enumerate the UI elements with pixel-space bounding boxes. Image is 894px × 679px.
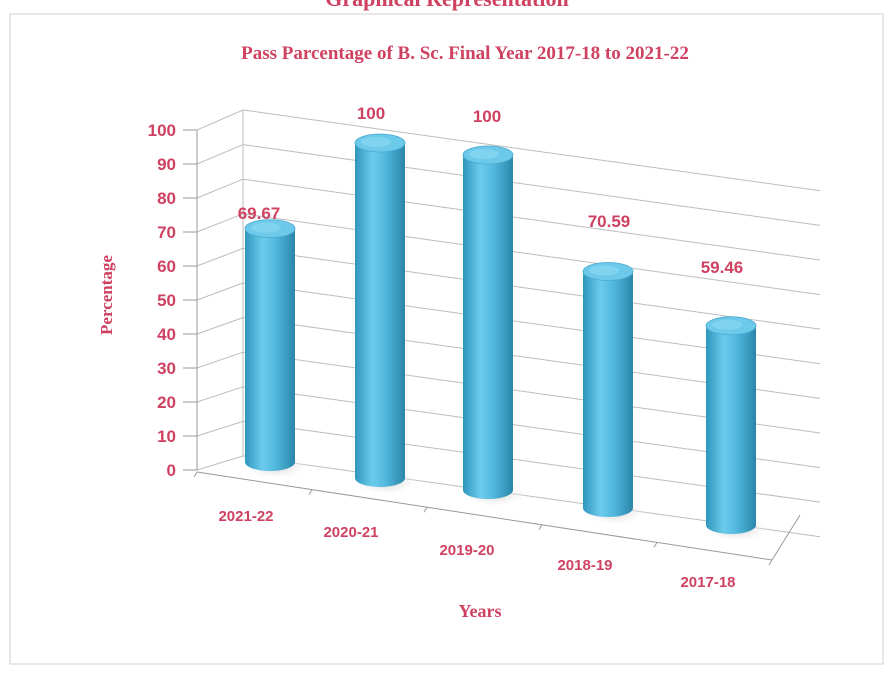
grid-line-side [196, 247, 244, 267]
y-tick-label: 70 [157, 223, 176, 242]
bar-2017-18 [702, 316, 772, 543]
grid-line-side [196, 282, 244, 301]
data-label: 100 [357, 104, 385, 123]
bar-top-highlight [251, 222, 281, 233]
bar-top-highlight [469, 149, 499, 159]
x-tick-labels: 2021-22 2020-21 2019-20 2018-19 2017-18 [218, 508, 735, 591]
bar-top-highlight [589, 265, 619, 276]
grid-line-back [242, 247, 821, 330]
bar-top-highlight [361, 137, 391, 147]
bar-body [355, 143, 405, 487]
grid-line-back [242, 213, 821, 296]
chart-title: Pass Parcentage of B. Sc. Final Year 201… [241, 43, 689, 64]
y-tick-label: 0 [167, 461, 176, 480]
bar-2018-19 [579, 262, 649, 526]
bar-body [463, 155, 513, 499]
x-tick-label: 2021-22 [218, 508, 273, 525]
grid-line-back [242, 109, 821, 192]
y-tick-label: 100 [148, 121, 176, 140]
y-tick-label: 10 [157, 427, 176, 446]
x-tick-mark [768, 559, 773, 566]
y-axis-label: Percentage [97, 255, 116, 335]
y-tick-labels: 0 10 20 30 40 50 60 70 80 90 100 [148, 121, 197, 480]
y-tick-label: 40 [157, 325, 176, 344]
grid-line-back [242, 178, 821, 261]
grid-line-side [196, 109, 244, 131]
bar-2019-20 [459, 145, 529, 508]
bar-body [706, 325, 756, 534]
x-tick-mark [538, 524, 543, 531]
grid-line-side [196, 420, 244, 437]
data-label: 100 [473, 107, 501, 126]
y-tick-label: 50 [157, 291, 176, 310]
bar-2020-21 [351, 133, 421, 496]
bar-2021-22 [241, 219, 311, 480]
grid-line-side [196, 178, 244, 199]
x-tick-label: 2019-20 [439, 542, 494, 559]
grid-line-back [242, 144, 821, 226]
x-tick-mark [653, 542, 658, 548]
x-axis-label: Years [459, 601, 502, 621]
chart-border [9, 13, 884, 665]
x-tick-label: 2017-18 [680, 574, 735, 591]
x-tick-mark [423, 506, 428, 513]
x-tick-label: 2020-21 [323, 524, 378, 541]
y-tick-label: 20 [157, 393, 176, 412]
y-tick-label: 30 [157, 359, 176, 378]
floor-right-edge [771, 514, 801, 561]
x-tick-label: 2018-19 [557, 557, 612, 574]
bar-body [245, 228, 295, 471]
grid-line-side [196, 144, 244, 165]
grid-line-side [196, 455, 244, 471]
x-tick-mark [193, 471, 198, 478]
bars: 69.67 100 100 70.59 59.46 [238, 104, 772, 543]
y-tick-label: 90 [157, 155, 176, 174]
data-label: 70.59 [588, 212, 631, 231]
x-tick-mark [308, 489, 313, 495]
grid-line-side [196, 213, 244, 233]
grid-line-side [196, 317, 244, 335]
y-tick-label: 60 [157, 257, 176, 276]
x-axis-line [196, 471, 773, 561]
page-heading: Graphical Representation [325, 0, 568, 11]
data-label: 69.67 [238, 204, 281, 223]
grid-line-side [196, 386, 244, 403]
bar-body [583, 271, 633, 517]
data-label: 59.46 [701, 258, 744, 277]
y-tick-label: 80 [157, 189, 176, 208]
grid-line-side [196, 351, 244, 369]
bar-top-highlight [712, 319, 742, 330]
